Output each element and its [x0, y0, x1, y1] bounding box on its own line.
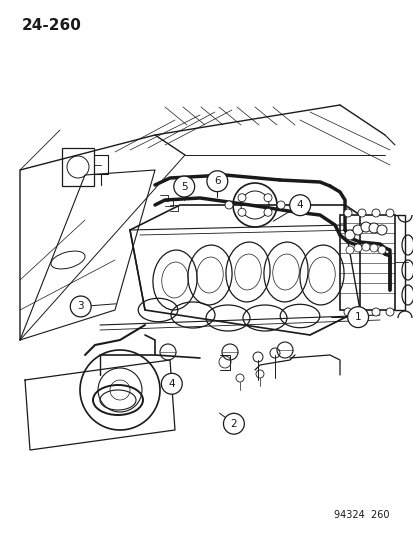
Circle shape — [289, 195, 310, 216]
Circle shape — [344, 230, 354, 240]
Circle shape — [352, 225, 362, 235]
Circle shape — [343, 209, 351, 217]
Text: 4: 4 — [168, 379, 175, 389]
Circle shape — [376, 225, 386, 235]
Circle shape — [385, 308, 393, 316]
Circle shape — [173, 176, 194, 197]
Text: 4: 4 — [296, 200, 303, 210]
Circle shape — [237, 208, 245, 216]
Circle shape — [385, 209, 393, 217]
Text: 5: 5 — [180, 182, 187, 191]
Text: 1: 1 — [354, 312, 361, 322]
Circle shape — [360, 222, 370, 232]
Text: 6: 6 — [214, 176, 220, 186]
Circle shape — [237, 193, 245, 201]
Text: 3: 3 — [77, 302, 84, 311]
Circle shape — [377, 246, 385, 254]
Circle shape — [353, 244, 361, 252]
Circle shape — [361, 243, 369, 251]
Circle shape — [223, 413, 244, 434]
Text: 94324  260: 94324 260 — [334, 510, 389, 520]
Circle shape — [357, 209, 365, 217]
Circle shape — [224, 201, 233, 209]
Circle shape — [371, 308, 379, 316]
Circle shape — [263, 193, 271, 201]
Circle shape — [368, 223, 378, 233]
Text: 2: 2 — [230, 419, 237, 429]
Circle shape — [347, 306, 368, 328]
Bar — [62, 148, 94, 186]
Circle shape — [343, 308, 351, 316]
Bar — [339, 215, 394, 310]
Circle shape — [276, 201, 284, 209]
Circle shape — [345, 246, 353, 254]
Circle shape — [371, 209, 379, 217]
Circle shape — [369, 244, 377, 252]
Circle shape — [161, 373, 182, 394]
Circle shape — [70, 296, 91, 317]
Circle shape — [206, 171, 227, 192]
Circle shape — [263, 208, 271, 216]
Text: 24-260: 24-260 — [22, 18, 82, 33]
Circle shape — [357, 308, 365, 316]
